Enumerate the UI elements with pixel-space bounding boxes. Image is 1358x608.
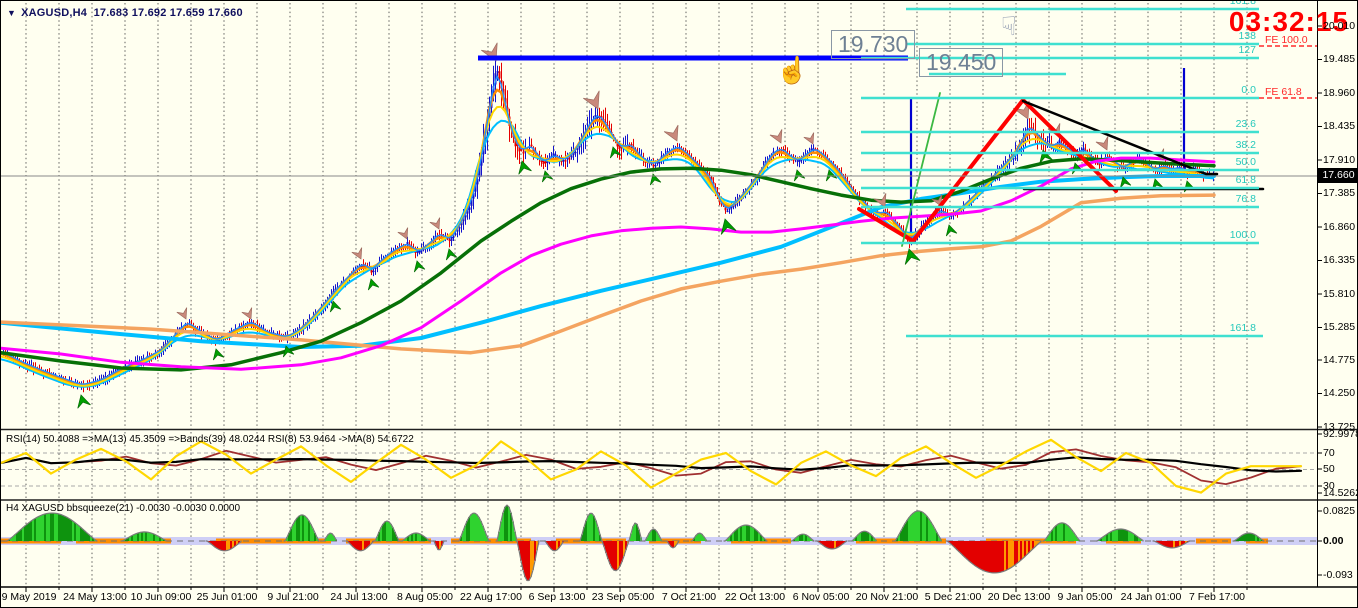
time-axis-label: 22 Oct 13:00	[724, 591, 786, 603]
squeeze-scale-label: 0.00	[1323, 534, 1344, 547]
current-price-tag: 17.660	[1318, 168, 1357, 183]
rsi-scale-label: 14.5262	[1323, 486, 1358, 499]
price-axis-label: 16.860	[1323, 220, 1356, 233]
time-axis-label: 6 Nov 05:00	[792, 591, 850, 603]
time-axis-label: 5 Dec 21:00	[924, 591, 982, 603]
price-axis-label: 16.335	[1323, 254, 1356, 266]
fib-level-label: 161.8	[1229, 322, 1256, 334]
time-axis-label: 9 Jul 21:00	[267, 591, 319, 603]
time-axis-label: 24 Jul 13:00	[330, 591, 388, 603]
squeeze-scale-label: -0.093	[1323, 568, 1353, 581]
time-axis-label: 24 May 13:00	[63, 591, 127, 603]
blue-resistance-line[interactable]	[478, 55, 908, 61]
rsi-lines	[1, 438, 1303, 494]
time-axis-label: 9 May 2019	[1, 591, 57, 603]
ma-tan-line	[1, 193, 1216, 355]
time-axis-label: 20 Nov 21:00	[855, 591, 919, 603]
time-axis-label: 23 Sep 05:00	[591, 591, 655, 603]
time-axis-label: 7 Oct 21:00	[661, 591, 717, 603]
symbol-timeframe: XAGUSD,H4	[21, 7, 88, 19]
price-tag-19730[interactable]: 19.730	[831, 30, 916, 59]
black-trendline-descending[interactable]	[1021, 99, 1219, 176]
fib-level-label: 127	[1238, 44, 1256, 56]
fib-level-label: 23.6	[1235, 118, 1256, 130]
thumb-up-hand-icon[interactable]: ☝	[776, 55, 809, 85]
price-axis-label: 17.385	[1323, 187, 1356, 199]
rsi-indicator-label: RSI(14) 50.4088 =>MA(13) 45.3509 =>Bands…	[6, 434, 414, 445]
fib-level-label: 100.0	[1229, 229, 1256, 241]
ohlc-values: 17.683 17.692 17.659 17.660	[93, 7, 243, 19]
rsi-scale-label: 50	[1323, 462, 1335, 475]
time-axis-label: 10 Jun 09:00	[130, 591, 192, 603]
price-axis-label: 13.725	[1323, 420, 1356, 433]
symbol-dropdown-arrow-icon[interactable]: ▼	[7, 8, 17, 18]
squeeze-scale-label: 0.0825	[1323, 504, 1356, 517]
price-axis-label: 15.285	[1323, 321, 1356, 333]
fib-level-label: 50.0	[1235, 156, 1256, 168]
price-axis-label: 17.910	[1323, 153, 1356, 166]
price-axis-label: 15.810	[1323, 287, 1356, 300]
fib-level-label: 61.8	[1235, 174, 1256, 186]
thumb-down-hand-icon[interactable]: ☟	[1001, 11, 1017, 41]
bbsqueeze-indicator-label: H4 XAGUSD bbsqueeze(21) -0.0030 -0.0030 …	[6, 503, 241, 514]
fibonacci-retracement-lines[interactable]	[861, 7, 1317, 338]
price-axis-label: 14.250	[1323, 387, 1356, 400]
rsi-scale-label: 30	[1323, 479, 1335, 492]
price-axis-label: 19.485	[1323, 53, 1356, 65]
time-axis-label: 9 Jan 05:00	[1057, 591, 1113, 603]
price-axis-label: 18.435	[1323, 120, 1356, 132]
fib-level-label: 0.0	[1241, 84, 1256, 96]
time-axis-label: 7 Feb 17:00	[1188, 591, 1246, 603]
fib-level-label: 38.2	[1235, 139, 1256, 151]
fib-expansion-label-618: FE 61.8	[1265, 86, 1302, 98]
price-axis-label: 14.775	[1323, 353, 1356, 366]
time-axis-label: 8 Aug 05:00	[396, 591, 454, 603]
ma-skyblue-line	[1, 174, 1216, 349]
ma-green-line	[1, 156, 1216, 372]
time-axis-label: 25 Jun 01:00	[196, 591, 258, 603]
fib-expansion-label-100: FE 100.0	[1265, 34, 1308, 46]
fib-level-label: 161.8	[1229, 0, 1256, 7]
fib-level-label: 76.8	[1235, 193, 1256, 205]
fib-level-label: 138	[1238, 30, 1256, 42]
rsi-scale-label: 92.9978	[1323, 427, 1358, 440]
candle-countdown-timer: 03:32:15	[1228, 6, 1349, 37]
ma-magenta-line	[1, 156, 1216, 371]
rsi-scale-label: 70	[1323, 446, 1335, 459]
squeeze-histogram	[5, 504, 1265, 582]
grid-lines	[25, 3, 1248, 586]
time-axis-label: 22 Aug 17:00	[460, 591, 522, 603]
price-axis-label: 20.010	[1323, 19, 1356, 32]
symbol-ohlc-header: ▼ XAGUSD,H4 17.683 17.692 17.659 17.660	[7, 7, 243, 19]
time-axis-label: 20 Dec 13:00	[987, 591, 1051, 603]
price-tag-19450[interactable]: 19.450	[919, 48, 1004, 77]
time-axis-label: 6 Sep 13:00	[528, 591, 586, 603]
panel-borders	[1, 1, 1357, 592]
price-axis-label: 18.960	[1323, 86, 1356, 99]
time-axis-label: 24 Jan 01:00	[1120, 591, 1182, 603]
